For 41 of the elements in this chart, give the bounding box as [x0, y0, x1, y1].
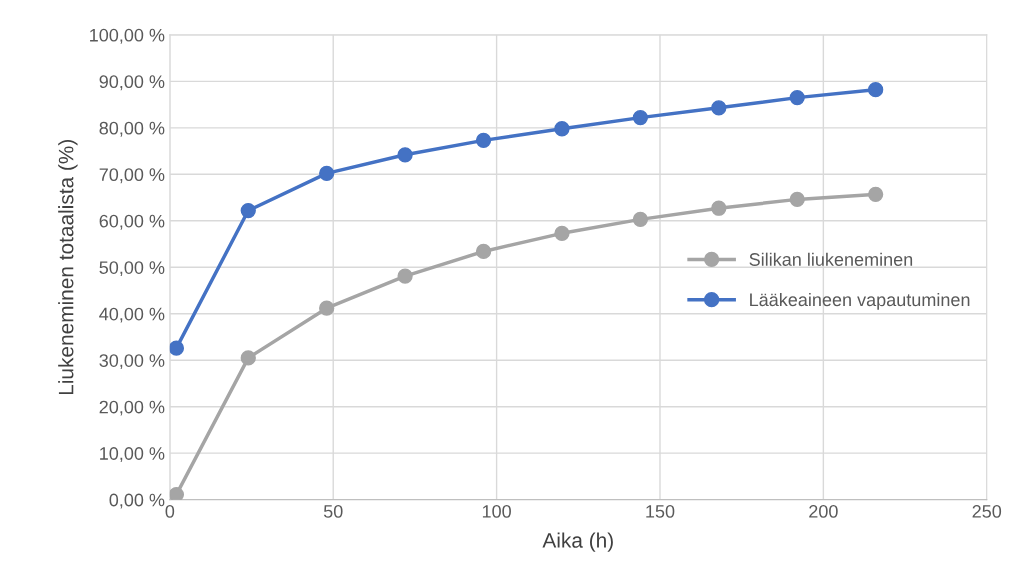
x-axis-title: Aika (h)	[542, 532, 613, 552]
point	[397, 147, 413, 163]
point	[867, 186, 884, 202]
legend-label: Lääkeaineen vapautuminen	[750, 292, 970, 310]
point	[867, 82, 884, 98]
point	[240, 350, 256, 366]
y-tick-label: 30,00 %	[99, 354, 165, 370]
point	[554, 121, 570, 137]
x-tick-label: 250	[972, 505, 1002, 518]
x-tick-label: 50	[323, 505, 343, 518]
point	[319, 165, 335, 182]
y-tick-label: 80,00 %	[99, 121, 165, 137]
y-tick-label: 70,00 %	[99, 168, 165, 184]
point	[169, 486, 185, 500]
legend-label: Silikan liukeneminen	[749, 252, 913, 266]
point	[711, 200, 727, 216]
x-tick-label: 200	[809, 505, 838, 518]
point	[240, 202, 256, 219]
y-tick-label: 90,00 %	[99, 75, 165, 91]
y-axis-title: Liukeneminen totaalista (%)	[58, 140, 78, 395]
x-tick-label: 100	[482, 505, 511, 518]
point	[397, 268, 413, 284]
point	[169, 340, 185, 356]
point	[632, 109, 649, 126]
point	[554, 225, 570, 241]
y-tick-label: 10,00 %	[100, 447, 165, 463]
x-tick-label: 150	[646, 505, 675, 518]
y-tick-label: 60,00 %	[99, 214, 165, 230]
y-tick-label: 20,00 %	[99, 400, 165, 416]
y-tick-label: 100,00 %	[90, 28, 165, 44]
point	[789, 191, 805, 208]
y-tick-label: 50,00 %	[99, 261, 165, 277]
point	[319, 300, 335, 316]
point	[475, 243, 492, 260]
x-tick-label: 0	[165, 505, 175, 518]
point	[789, 89, 805, 106]
point	[632, 211, 649, 228]
y-tick-label: 0,00 %	[109, 493, 165, 509]
point	[475, 132, 492, 149]
y-tick-label: 40,00 %	[99, 307, 165, 323]
point	[711, 100, 727, 116]
